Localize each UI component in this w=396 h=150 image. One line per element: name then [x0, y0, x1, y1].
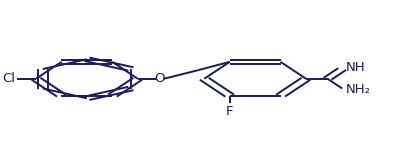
Text: NH: NH [345, 61, 365, 74]
Text: F: F [226, 105, 234, 118]
Text: NH₂: NH₂ [345, 84, 370, 96]
Text: O: O [154, 72, 164, 85]
Text: Cl: Cl [2, 72, 15, 85]
